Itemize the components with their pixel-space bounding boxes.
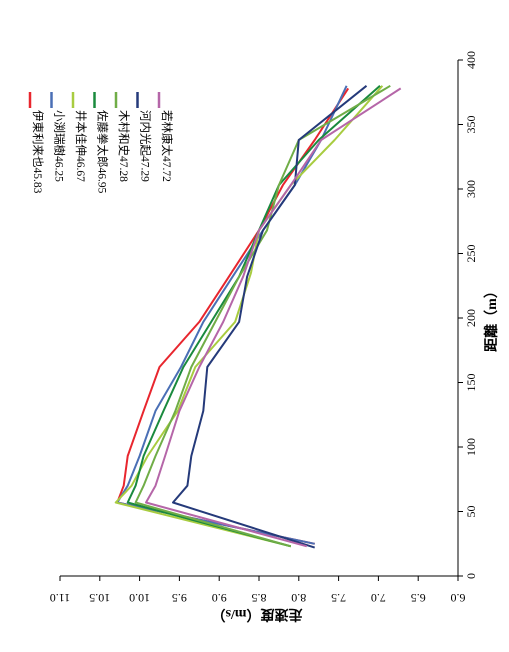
y-axis-label: 走速度（m/s） — [212, 606, 303, 623]
speed-tick-label: 7.0 — [371, 591, 386, 605]
speed-tick-label: 6.5 — [411, 591, 426, 605]
series-line — [114, 85, 384, 548]
distance-tick-label: 400 — [464, 51, 478, 69]
distance-tick-label: 300 — [464, 180, 478, 198]
legend-entry: 佐藤拳太郎46.95 — [96, 110, 110, 194]
speed-tick-label: 8.5 — [252, 591, 267, 605]
legend-entry: 小渕瑞樹46.25 — [53, 110, 67, 182]
legend-entry: 若林康太47.72 — [160, 110, 174, 182]
speed-tick-label: 10.0 — [129, 591, 150, 605]
speed-tick-label: 11.0 — [50, 591, 71, 605]
speed-tick-label: 9.0 — [212, 591, 227, 605]
speed-tick-label: 9.5 — [172, 591, 187, 605]
distance-tick-label: 250 — [464, 245, 478, 263]
distance-tick-label: 50 — [464, 506, 478, 518]
legend-entry: 伊東利来也45.83 — [31, 110, 44, 194]
series-line — [145, 87, 402, 548]
speed-tick-label: 8.0 — [291, 591, 306, 605]
speed-tick-label: 6.0 — [451, 591, 466, 605]
legend: 伊東利来也45.83 小渕瑞樹46.25 井本佳伸46.67 佐藤拳太郎46.95 木村… — [28, 92, 174, 194]
legend-entry: 河内光起47.29 — [139, 110, 153, 182]
series-line — [116, 87, 350, 545]
distance-tick-label: 100 — [464, 438, 478, 456]
distance-tick-label: 150 — [464, 374, 478, 392]
series-line — [134, 84, 391, 548]
speed-tick-label: 7.5 — [331, 591, 346, 605]
distance-tick-label: 200 — [464, 309, 478, 327]
legend-entry: 木村和史47.28 — [117, 110, 131, 182]
distance-tick-label: 350 — [464, 116, 478, 134]
x-axis-label: 距離（m） — [483, 284, 500, 352]
speed-tick-label: 10.5 — [89, 591, 110, 605]
legend-entry: 井本佳伸46.67 — [74, 110, 88, 182]
series-lines — [114, 84, 402, 549]
series-line — [126, 85, 381, 548]
axes: 0 50 100 150 200 250 300 350 400 6.0 6.5 7.0 7.5 8.0 8… — [50, 51, 478, 605]
distance-tick-label: 0 — [464, 573, 478, 579]
